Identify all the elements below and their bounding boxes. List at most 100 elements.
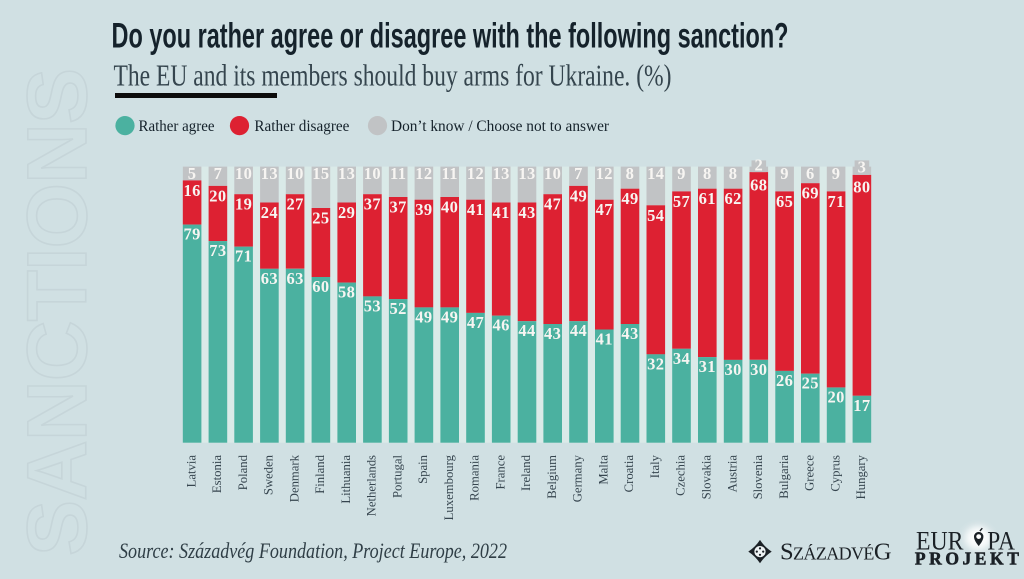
svg-text:10: 10 [235,164,252,183]
svg-text:37: 37 [364,195,381,214]
svg-text:58: 58 [338,283,355,302]
svg-text:17: 17 [853,396,870,415]
svg-text:43: 43 [544,324,561,343]
svg-text:31: 31 [699,357,716,376]
svg-text:Greece: Greece [803,455,817,491]
svg-text:37: 37 [390,198,407,217]
svg-text:10: 10 [364,164,381,183]
svg-text:41: 41 [493,203,510,222]
svg-text:PA: PA [987,526,1015,556]
svg-text:Netherlands: Netherlands [365,455,379,516]
svg-text:19: 19 [235,195,252,214]
svg-text:Spain: Spain [416,454,430,484]
svg-text:44: 44 [518,321,535,340]
svg-text:11: 11 [390,164,406,183]
svg-text:16: 16 [183,181,200,200]
svg-text:13: 13 [518,164,535,183]
svg-text:6: 6 [806,164,815,183]
svg-text:2: 2 [754,156,763,175]
svg-text:80: 80 [853,178,870,197]
svg-text:25: 25 [312,209,329,228]
svg-text:The EU and its members should: The EU and its members should buy arms f… [114,58,672,93]
svg-text:Finland: Finland [313,454,327,493]
svg-text:12: 12 [415,164,432,183]
svg-text:Portugal: Portugal [390,455,404,498]
svg-text:9: 9 [677,164,686,183]
svg-text:Ireland: Ireland [519,454,533,491]
svg-text:34: 34 [673,349,690,368]
svg-text:53: 53 [364,296,381,315]
svg-text:5: 5 [188,164,197,183]
svg-text:7: 7 [214,164,223,183]
svg-text:47: 47 [467,313,484,332]
svg-text:71: 71 [827,192,844,211]
svg-text:Germany: Germany [571,454,585,502]
svg-text:12: 12 [467,164,484,183]
svg-text:Italy: Italy [648,454,662,478]
svg-text:13: 13 [338,164,355,183]
svg-text:40: 40 [441,198,458,217]
svg-text:Rather agree: Rather agree [139,118,215,135]
svg-text:68: 68 [750,175,767,194]
svg-text:Cyprus: Cyprus [828,455,842,492]
svg-text:29: 29 [338,203,355,222]
svg-text:Austria: Austria [725,455,739,493]
svg-text:Malta: Malta [597,455,611,485]
svg-text:Slovenia: Slovenia [751,455,765,500]
svg-text:Croatia: Croatia [622,455,636,493]
svg-text:12: 12 [596,164,613,183]
svg-text:46: 46 [493,316,510,335]
svg-text:Source: Századvég Foundation,: Source: Századvég Foundation, Project Eu… [119,538,507,563]
svg-text:Czechia: Czechia [674,455,688,496]
svg-text:8: 8 [729,164,738,183]
svg-text:27: 27 [286,195,303,214]
svg-text:47: 47 [596,200,613,219]
svg-text:49: 49 [441,307,458,326]
svg-text:PROJEKT: PROJEKT [915,549,1019,569]
svg-text:8: 8 [626,164,635,183]
svg-text:54: 54 [647,206,664,225]
svg-text:13: 13 [261,164,278,183]
svg-text:43: 43 [621,324,638,343]
svg-text:30: 30 [724,360,741,379]
svg-text:14: 14 [647,164,664,183]
svg-text:11: 11 [442,164,458,183]
svg-text:EUR: EUR [916,526,964,556]
svg-text:9: 9 [780,164,789,183]
svg-text:49: 49 [570,186,587,205]
svg-text:63: 63 [261,269,278,288]
svg-text:52: 52 [390,299,407,318]
svg-text:Hungary: Hungary [854,454,868,499]
svg-text:20: 20 [209,186,226,205]
svg-text:Latvia: Latvia [184,455,198,488]
svg-text:9: 9 [832,164,841,183]
svg-text:41: 41 [596,330,613,349]
svg-text:Denmark: Denmark [287,454,301,502]
svg-text:47: 47 [544,195,561,214]
svg-text:Romania: Romania [468,455,482,501]
svg-text:61: 61 [699,189,716,208]
svg-text:41: 41 [467,200,484,219]
svg-text:26: 26 [776,371,793,390]
svg-text:10: 10 [286,164,303,183]
svg-text:60: 60 [312,277,329,296]
svg-text:69: 69 [802,184,819,203]
svg-text:Rather disagree: Rather disagree [254,118,349,135]
svg-text:73: 73 [209,241,226,260]
svg-text:Lithuania: Lithuania [339,455,353,504]
svg-text:Estonia: Estonia [210,455,224,493]
svg-text:71: 71 [235,247,252,266]
svg-text:SANCTIONS: SANCTIONS [10,68,104,556]
svg-text:65: 65 [776,192,793,211]
svg-text:Bulgaria: Bulgaria [777,455,791,499]
svg-text:20: 20 [827,388,844,407]
svg-text:Luxembourg: Luxembourg [442,454,456,520]
svg-text:Sweden: Sweden [262,454,276,495]
svg-text:24: 24 [261,203,278,222]
svg-text:49: 49 [621,189,638,208]
svg-text:79: 79 [183,225,200,244]
svg-text:3: 3 [858,158,867,177]
svg-text:Belgium: Belgium [545,455,559,499]
svg-text:10: 10 [544,164,561,183]
svg-text:13: 13 [493,164,510,183]
